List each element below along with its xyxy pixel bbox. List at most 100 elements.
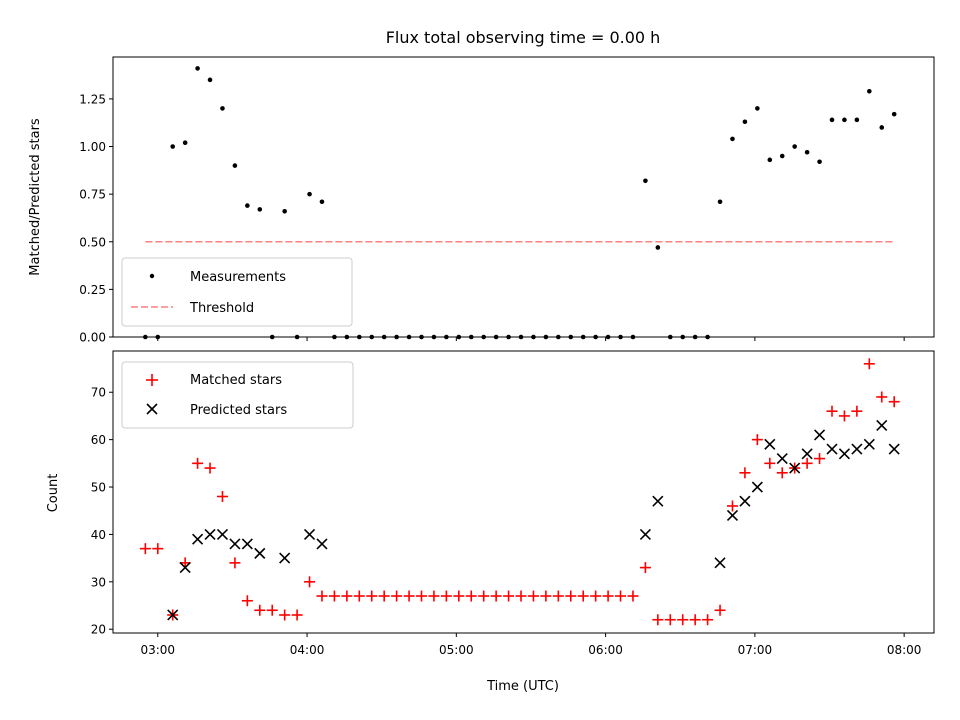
matched-stars-point [627,590,639,602]
bottom-x-tick-label: 05:00 [439,643,474,657]
measurements-point [755,106,760,111]
predicted-stars-point [876,419,888,431]
measurements-point [170,144,176,149]
predicted-stars-point [316,538,328,550]
predicted-stars-point [888,443,900,455]
measurements-point [182,140,188,146]
legend-predicted-marker [146,403,158,415]
bottom-y-tick-label: 60 [91,433,106,447]
matched-stars-point [540,590,552,602]
predicted-stars-point [216,528,229,540]
bottom-x-tick-label: 04:00 [290,643,325,657]
matched-stars-point [241,595,253,607]
bottom-plot-frame [112,350,935,634]
predicted-stars-point [192,533,204,545]
measurements-point [730,136,735,142]
bottom-legend: Matched stars Predicted stars [121,361,354,429]
predicted-stars-point [639,528,651,540]
matched-stars-point [515,590,527,602]
bottom-y-tick-label: 40 [91,528,106,542]
predicted-stars-point [826,443,838,455]
matched-stars-point [702,614,714,626]
measurements-point [854,117,860,123]
matched-stars-point [291,609,303,621]
matched-stars-point [677,614,689,626]
matched-stars-point [714,604,726,616]
bottom-y-tick-label: 50 [91,481,106,495]
measurements-point [742,119,748,125]
matched-stars-point [577,590,589,602]
predicted-stars-point [303,528,316,540]
matched-stars-point [478,590,490,602]
top-y-tick-label: 0.25 [79,283,106,297]
matched-stars-point [353,590,365,602]
predicted-stars-point [813,429,826,441]
measurements-point [717,199,723,205]
top-y-ticks: 0.00 0.25 0.50 0.75 1.00 1.25 [79,92,113,345]
top-panel: 0.00 0.25 0.50 0.75 1.00 1.25 Matched/Predict… [28,56,935,345]
matched-stars-point [304,576,316,588]
measurements-point [245,203,250,208]
matched-stars-point [428,590,440,602]
predicted-stars-point [751,481,763,493]
bottom-panel: 20 30 40 50 60 70 03:00 04:00 05:00 06:00 07:00 08… [46,350,935,694]
predicted-stars-point [851,443,863,455]
matched-stars-point [527,590,539,602]
matched-stars-point [152,543,164,555]
matched-stars-point [565,590,577,602]
measurements-point [232,163,238,168]
matched-stars-point [602,590,614,602]
bottom-x-tick-label: 08:00 [887,643,922,657]
top-plot-frame [112,56,935,338]
measurements-point [767,157,773,163]
matched-stars-point [826,405,838,417]
matched-stars-point [664,614,676,626]
matched-stars-point [216,491,228,503]
predicted-stars-point [179,562,191,574]
measurements-point [891,111,897,117]
legend-matched-marker [146,374,158,386]
bottom-y-ticks: 20 30 40 50 60 70 [91,386,113,637]
bottom-legend-box [121,361,354,429]
matched-stars-point [378,590,390,602]
bottom-x-tick-label: 06:00 [588,643,623,657]
matched-stars-point [254,604,266,616]
matched-stars-point [453,590,465,602]
matched-stars-point [415,590,427,602]
matched-stars-point [229,557,241,569]
matched-stars-point [341,590,353,602]
predicted-stars-point [204,528,216,540]
bottom-x-ticks: 03:00 04:00 05:00 06:00 07:00 08:00 [140,633,921,657]
legend-predicted-label: Predicted stars [190,403,287,418]
measurements-point [879,125,885,130]
matched-stars-point [876,391,888,403]
bottom-y-tick-label: 70 [91,386,106,400]
top-y-tick-label: 0.50 [79,235,106,249]
measurements-point [842,117,847,123]
predicted-stars-point [863,438,875,450]
predicted-stars-point [167,609,179,621]
measurements-point [804,149,810,155]
top-legend-box [121,257,353,327]
measurements-point [282,208,287,214]
measurements-point [817,159,822,165]
predicted-stars-point [801,448,813,460]
bottom-plot-marks [139,358,900,626]
matched-stars-point [751,434,763,446]
predicted-stars-point [279,552,291,564]
measurements-point [867,88,872,94]
measurements-point [829,117,835,123]
predicted-stars-point [652,495,664,507]
bottom-y-tick-label: 20 [91,623,106,637]
matched-stars-point [328,590,340,602]
measurements-point [195,66,200,71]
matched-stars-point [391,590,403,602]
matched-stars-point [279,609,291,621]
matched-stars-point [801,457,813,469]
top-y-tick-label: 0.00 [79,331,106,345]
matched-stars-point [689,614,701,626]
bottom-x-tick-label: 07:00 [738,643,773,657]
legend-measurements-marker [149,273,155,279]
matched-stars-point [652,614,664,626]
